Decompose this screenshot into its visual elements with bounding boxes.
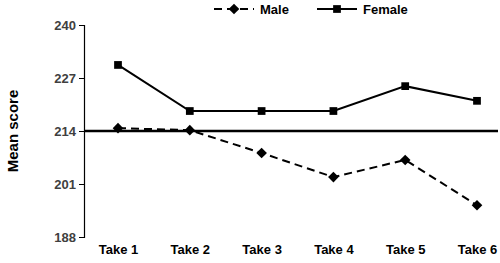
legend-marker [229, 4, 240, 15]
series-marker [186, 107, 194, 115]
series-marker [328, 172, 339, 183]
x-tick-label: Take 1 [99, 242, 139, 257]
series-marker [114, 61, 122, 69]
y-axis-title: Mean score [4, 90, 21, 173]
x-tick: Take 6 [458, 242, 498, 257]
y-tick-mark [79, 25, 84, 26]
plot-area [113, 61, 483, 210]
legend-label: Female [363, 2, 408, 17]
x-tick: Take 3 [242, 242, 282, 257]
legend: Male Female [214, 2, 408, 17]
legend-entry: Male [214, 2, 289, 17]
x-axis: Take 1 Take 2 Take 3 Take 4 Take 5 Take 6 [99, 242, 498, 257]
series-marker [400, 155, 411, 166]
y-tick-label: 240 [54, 18, 76, 33]
legend-label: Male [260, 2, 289, 17]
y-tick-mark [79, 237, 84, 238]
y-tick-mark [79, 184, 84, 185]
legend-entry: Female [317, 2, 408, 17]
x-tick: Take 1 [99, 242, 139, 257]
y-tick-label: 214 [54, 124, 76, 139]
y-axis: 188 201 214 227 240 [54, 18, 84, 245]
x-tick-label: Take 4 [314, 242, 354, 257]
series-marker [256, 148, 267, 159]
series-line [118, 65, 477, 111]
y-tick-label: 188 [54, 230, 76, 245]
series-marker [184, 125, 195, 136]
y-tick: 201 [54, 177, 84, 192]
x-tick-label: Take 3 [242, 242, 282, 257]
y-tick-label: 201 [54, 177, 76, 192]
legend-marker [333, 5, 341, 13]
y-tick: 240 [54, 18, 84, 33]
y-tick: 188 [54, 230, 84, 245]
x-tick: Take 5 [386, 242, 426, 257]
y-tick-mark [79, 131, 84, 132]
series-marker [113, 123, 124, 134]
series-marker [258, 107, 266, 115]
x-tick: Take 2 [171, 242, 211, 257]
series-marker [472, 200, 483, 211]
x-tick-label: Take 5 [386, 242, 426, 257]
x-tick-label: Take 6 [458, 242, 498, 257]
y-tick: 214 [54, 124, 84, 139]
series-line [118, 128, 477, 205]
y-tick-mark [79, 78, 84, 79]
chart: 188201214227240Take 1Take 2Take 3Take 4T… [0, 0, 500, 263]
y-tick-label: 227 [54, 71, 76, 86]
x-tick: Take 4 [314, 242, 354, 257]
series-marker [330, 107, 338, 115]
x-tick-label: Take 2 [171, 242, 211, 257]
y-axis-line [79, 26, 85, 238]
series-marker [473, 97, 481, 105]
y-tick: 227 [54, 71, 84, 86]
series-marker [401, 82, 409, 90]
reference-line [84, 130, 498, 133]
